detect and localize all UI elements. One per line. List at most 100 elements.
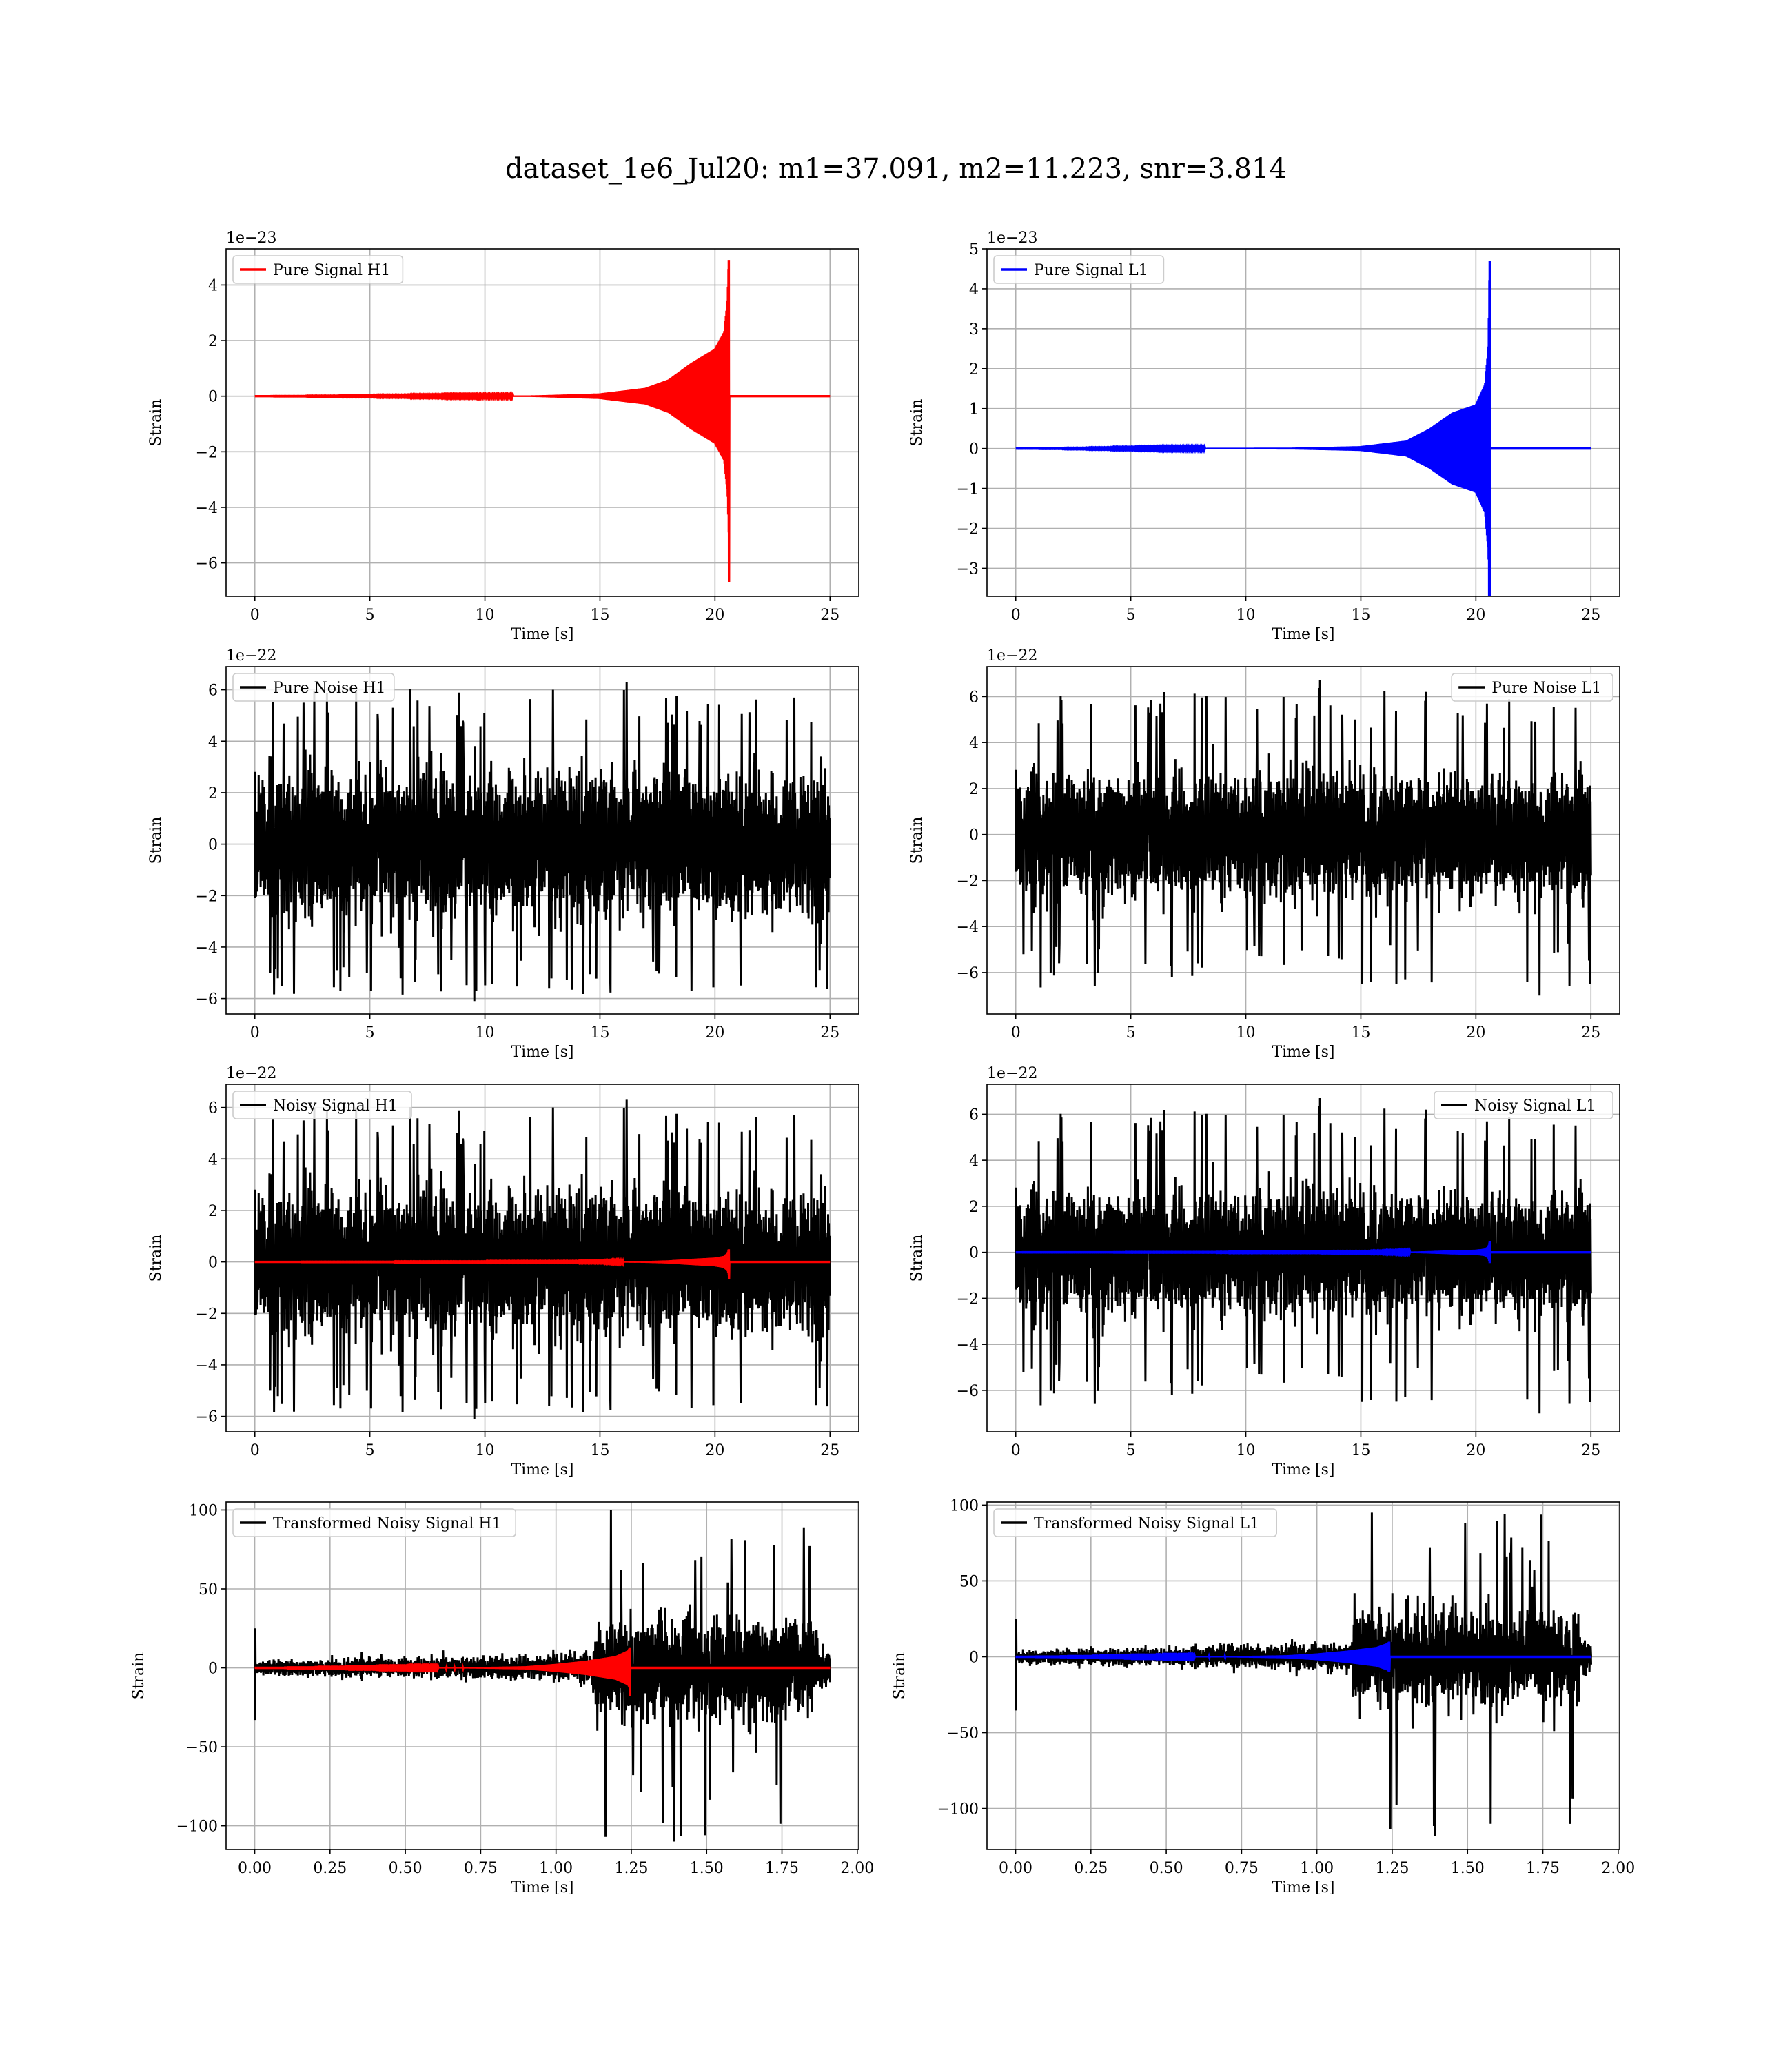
legend: Pure Noise L1 xyxy=(1451,673,1613,702)
y-tick-label: 2 xyxy=(208,785,218,802)
y-tick-label: −2 xyxy=(957,521,979,538)
plot-area xyxy=(254,1099,831,1419)
series-line-pure-noise-l1 xyxy=(1015,680,1592,996)
y-tick-label: −4 xyxy=(196,940,218,957)
x-tick-label: 0 xyxy=(1011,1024,1021,1042)
x-tick-label: 20 xyxy=(705,1442,724,1459)
legend-label: Noisy Signal L1 xyxy=(1474,1097,1596,1115)
x-tick-label: 1.75 xyxy=(765,1860,799,1877)
x-tick-label: 10 xyxy=(476,1442,495,1459)
y-tick-label: −6 xyxy=(196,1409,218,1426)
axes-frame xyxy=(225,1501,859,1850)
y-tick-label: −4 xyxy=(196,1357,218,1375)
x-tick-label: 1.50 xyxy=(1451,1860,1485,1877)
x-tick-label: 5 xyxy=(365,607,375,624)
axes-frame xyxy=(986,666,1620,1015)
y-offset-text: 1e−23 xyxy=(226,230,276,247)
plot-area xyxy=(254,1510,831,1842)
legend-label: Pure Noise H1 xyxy=(273,680,386,697)
x-tick-label: 5 xyxy=(1126,1024,1136,1042)
x-tick-label: 0.00 xyxy=(238,1860,272,1877)
chart-pure-noise-h1: 0 5 10 15 20 25 −6 −4 −2 0 2 4 6 Time [s] Strain 1e−22 P… xyxy=(147,647,859,1061)
x-tick-label: 1.50 xyxy=(690,1860,724,1877)
x-tick-label: 1.25 xyxy=(614,1860,648,1877)
x-tick-label: 5 xyxy=(1126,1442,1136,1459)
y-tick-label: −6 xyxy=(196,991,218,1008)
legend-box xyxy=(1451,673,1613,702)
y-tick-label: −6 xyxy=(196,556,218,573)
legend-box xyxy=(1434,1091,1613,1119)
y-tick-label: −4 xyxy=(957,1337,979,1354)
x-tick-label: 0.50 xyxy=(389,1860,422,1877)
x-tick-label: 25 xyxy=(820,1442,839,1459)
y-axis-label: Strain xyxy=(147,399,165,447)
y-offset-text: 1e−22 xyxy=(226,647,276,665)
x-tick-label: 5 xyxy=(365,1442,375,1459)
chart-pure-signal-h1: 0 5 10 15 20 25 −6 −4 −2 0 2 4 Time [s] Strain 1e−23 Pu… xyxy=(147,230,859,643)
series-line-overlay-1 xyxy=(1015,1241,1591,1264)
x-tick-label: 10 xyxy=(476,1024,495,1042)
y-tick-label: −6 xyxy=(957,1383,979,1400)
x-tick-label: 0 xyxy=(250,1442,260,1459)
plot-area xyxy=(254,682,831,1002)
plot-area xyxy=(254,260,831,582)
y-tick-label: −2 xyxy=(957,1290,979,1308)
legend: Noisy Signal H1 xyxy=(232,1091,412,1119)
legend-box xyxy=(232,255,404,284)
series-line-pure-signal-h1 xyxy=(254,260,831,582)
y-tick-label: −100 xyxy=(176,1818,218,1836)
y-axis-label: Strain xyxy=(908,1235,926,1282)
axes-frame xyxy=(225,248,859,597)
y-tick-label: −100 xyxy=(937,1801,979,1818)
y-tick-label: 2 xyxy=(969,781,979,798)
y-tick-label: 4 xyxy=(969,1153,979,1170)
grid xyxy=(987,248,1620,596)
y-tick-label: −2 xyxy=(196,444,218,461)
legend-label: Pure Signal L1 xyxy=(1034,262,1148,279)
legend-label: Pure Noise L1 xyxy=(1491,680,1601,697)
x-tick-label: 25 xyxy=(1581,1442,1600,1459)
x-tick-label: 25 xyxy=(1581,1024,1600,1042)
y-tick-label: 50 xyxy=(959,1573,979,1590)
axes-frame xyxy=(986,248,1620,597)
y-offset-text: 1e−22 xyxy=(987,647,1037,665)
chart-pure-noise-l1: 0 5 10 15 20 25 −6 −4 −2 0 2 4 6 Time [s] Strain 1e−22 P… xyxy=(908,647,1620,1061)
plot-area xyxy=(1015,680,1592,996)
y-tick-label: 3 xyxy=(969,321,979,338)
y-tick-label: 4 xyxy=(208,733,218,751)
y-tick-label: 5 xyxy=(969,241,979,258)
x-axis-label: Time [s] xyxy=(1272,1044,1334,1061)
y-tick-label: 6 xyxy=(208,1100,218,1117)
y-offset-text: 1e−22 xyxy=(226,1065,276,1082)
y-tick-label: −4 xyxy=(196,500,218,517)
y-tick-label: 6 xyxy=(969,1106,979,1124)
x-axis-label: Time [s] xyxy=(1272,1461,1334,1479)
series-line-transformed-noisy-signal-l1 xyxy=(1015,1512,1592,1836)
x-tick-label: 10 xyxy=(1236,607,1256,624)
y-axis-label: Strain xyxy=(908,399,926,447)
x-tick-label: 1.00 xyxy=(539,1860,573,1877)
x-tick-label: 10 xyxy=(1236,1442,1256,1459)
x-tick-label: 15 xyxy=(1351,1442,1370,1459)
x-axis-label: Time [s] xyxy=(1272,1879,1334,1896)
legend-box xyxy=(232,1091,412,1119)
y-tick-label: 6 xyxy=(208,682,218,700)
y-tick-label: 0 xyxy=(208,1255,218,1272)
y-axis-label: Strain xyxy=(147,1235,165,1282)
x-tick-label: 1.75 xyxy=(1526,1860,1560,1877)
x-tick-label: 15 xyxy=(590,607,609,624)
y-offset-text: 1e−23 xyxy=(987,230,1037,247)
y-tick-label: 100 xyxy=(189,1502,218,1519)
y-tick-label: 0 xyxy=(969,1245,979,1262)
series-line-noisy-signal-h1 xyxy=(254,1099,831,1419)
x-tick-label: 0.00 xyxy=(999,1860,1032,1877)
x-axis-label: Time [s] xyxy=(511,1044,573,1061)
series-line-transformed-noisy-signal-h1 xyxy=(254,1510,831,1842)
axes-frame xyxy=(986,1084,1620,1432)
y-tick-label: −1 xyxy=(957,481,979,498)
axes-frame xyxy=(225,666,859,1015)
series-line-pure-signal-l1 xyxy=(1015,261,1591,596)
x-tick-label: 0.75 xyxy=(1225,1860,1259,1877)
y-tick-label: 2 xyxy=(969,361,979,378)
